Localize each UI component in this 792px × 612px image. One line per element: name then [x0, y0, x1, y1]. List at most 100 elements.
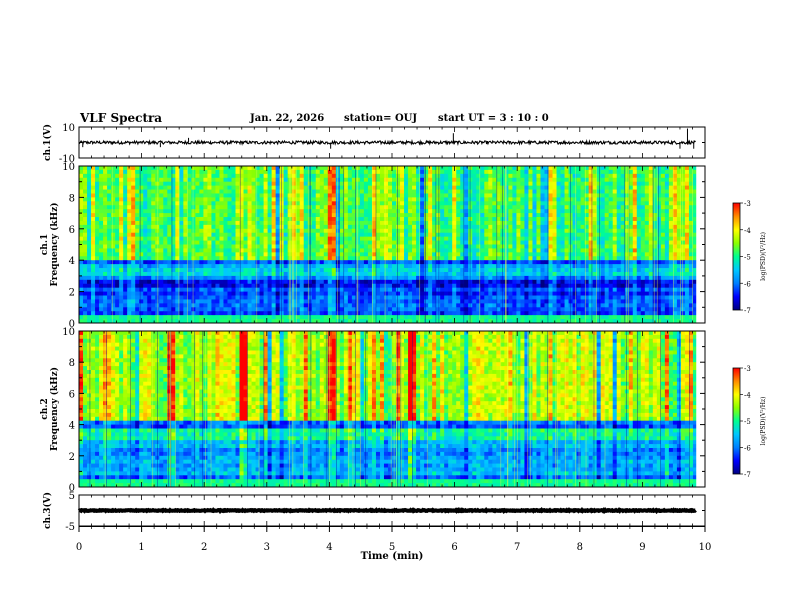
spectrogram-cell	[532, 193, 537, 198]
spectrogram-cell	[600, 248, 606, 253]
spectrogram-cell	[375, 213, 381, 218]
spectrogram-cell	[676, 275, 682, 281]
spectrogram-cell	[432, 166, 437, 171]
spectrogram-cell	[287, 248, 293, 253]
spectrogram-cell	[191, 264, 196, 269]
spectrogram-cell	[548, 271, 553, 277]
spectrogram-cell	[524, 201, 529, 206]
spectrogram-cell	[259, 283, 264, 289]
spectrogram-cell	[540, 224, 545, 230]
spectrogram-cell	[319, 244, 325, 249]
spectrogram-cell	[548, 201, 553, 206]
spectrogram-cell	[119, 256, 124, 261]
spectrogram-cell	[452, 181, 457, 187]
spectrogram-cell	[456, 271, 461, 277]
spectrogram-cell	[135, 201, 140, 206]
spectrogram-cell	[347, 185, 353, 190]
spectrogram-cell	[580, 166, 586, 171]
spectrogram-cell	[199, 283, 204, 289]
spectrogram-cell	[267, 240, 273, 245]
spectrogram-cell	[139, 209, 144, 214]
spectrogram-cell	[568, 201, 573, 206]
spectrogram-cell	[339, 224, 345, 230]
spectrogram-cell	[576, 205, 581, 210]
spectrogram-cell	[540, 256, 545, 261]
spectrogram-cell	[544, 177, 549, 183]
spectrogram-cell	[648, 256, 654, 261]
spectrogram-cell	[363, 185, 369, 190]
spectrogram-cell	[532, 279, 537, 285]
spectrogram-cell	[235, 185, 240, 190]
spectrogram-cell	[343, 275, 349, 281]
spectrogram-cell	[223, 185, 228, 190]
spectrogram-cell	[508, 240, 513, 245]
spectrogram-cell	[343, 189, 349, 194]
spectrogram-cell	[223, 173, 228, 179]
spectrogram-cell	[660, 166, 666, 171]
spectrogram-cell	[664, 232, 670, 238]
spectrogram-cell	[424, 201, 429, 206]
spectrogram-cell	[267, 252, 273, 257]
spectrogram-cell	[347, 240, 353, 245]
spectrogram-cell	[608, 213, 614, 218]
spectrogram-cell	[632, 228, 638, 234]
spectrogram-cell	[656, 213, 662, 218]
spectrogram-cell	[604, 279, 610, 285]
spectrogram-cell	[544, 260, 549, 265]
spectrogram-cell	[187, 181, 192, 187]
spectrogram-cell	[195, 279, 200, 285]
spectrogram-cell	[319, 173, 325, 179]
spectrogram-cell	[664, 205, 670, 210]
spectrogram-cell	[175, 193, 180, 198]
spectrogram-cell	[452, 185, 457, 190]
spectrogram-cell	[87, 287, 92, 293]
spectrogram-cell	[287, 268, 293, 273]
spectrogram-cell	[207, 264, 212, 269]
spectrogram-cell	[291, 217, 297, 222]
spectrogram-cell	[383, 268, 389, 273]
spectrogram-cell	[179, 268, 184, 273]
spectrogram-cell	[175, 283, 180, 289]
spectrogram-cell	[111, 217, 116, 222]
spectrogram-cell	[564, 173, 569, 179]
spectrogram-cell	[644, 205, 650, 210]
spectrogram-cell	[604, 260, 610, 265]
spectrogram-cell	[207, 185, 212, 190]
spectrogram-cell	[207, 224, 212, 230]
spectrogram-cell	[159, 173, 164, 179]
spectrogram-cell	[263, 213, 268, 218]
spectrogram-cell	[259, 271, 264, 277]
spectrogram-cell	[191, 173, 196, 179]
spectrogram-cell	[387, 177, 393, 183]
spectrogram-cell	[496, 256, 501, 261]
spectrogram-cell	[440, 228, 445, 234]
spectrogram-cell	[556, 173, 561, 179]
spectrogram-cell	[139, 213, 144, 218]
spectrogram-cell	[656, 240, 662, 245]
spectrogram-cell	[371, 220, 377, 226]
spectrogram-cell	[568, 260, 573, 265]
spectrogram-cell	[303, 220, 309, 226]
spectrogram-cell	[363, 217, 369, 222]
spectrogram-cell	[520, 252, 525, 257]
spectrogram-cell	[572, 275, 577, 281]
spectrogram-cell	[664, 209, 670, 214]
spectrogram-cell	[412, 252, 417, 257]
spectrogram-cell	[315, 236, 321, 241]
spectrogram-cell	[684, 220, 690, 226]
spectrogram-cell	[612, 197, 618, 202]
spectrogram-cell	[552, 224, 557, 230]
spectrogram-cell	[91, 169, 96, 175]
spectrogram-cell	[331, 220, 337, 226]
spectrogram-cell	[540, 228, 545, 234]
spectrogram-cell	[215, 185, 220, 190]
spectrogram-cell	[416, 224, 421, 230]
spectrogram-cell	[544, 213, 549, 218]
spectrogram-cell	[692, 275, 698, 281]
spectrogram-cell	[387, 256, 393, 261]
spectrogram-cell	[251, 177, 256, 183]
spectrogram-cell	[460, 166, 465, 171]
spectrogram-cell	[111, 189, 116, 194]
spectrogram-cell	[488, 185, 493, 190]
spectrogram-cell	[480, 193, 485, 198]
